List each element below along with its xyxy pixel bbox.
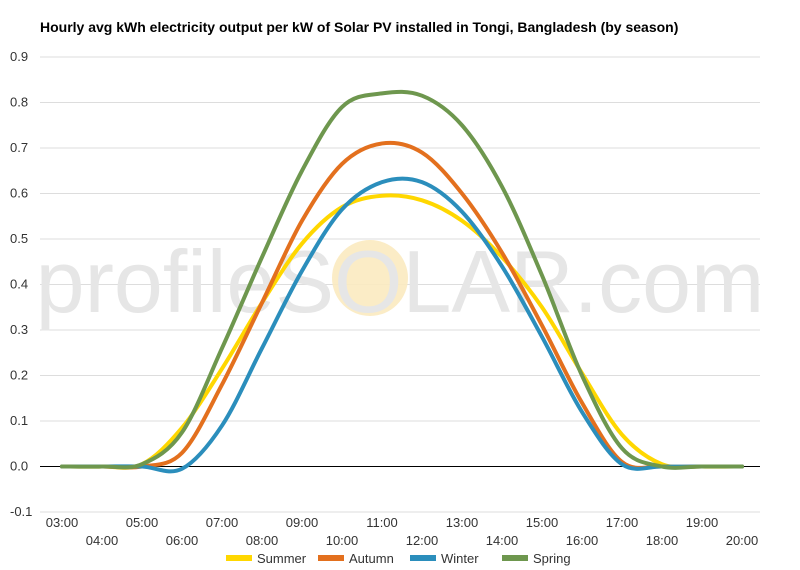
y-tick-label: 0.9 [10, 49, 28, 64]
x-tick-label: 08:00 [246, 533, 279, 548]
legend-swatch-summer [226, 555, 252, 561]
x-tick-label: 03:00 [46, 515, 79, 530]
series-line-winter [60, 176, 744, 474]
x-tick-label: 07:00 [206, 515, 239, 530]
x-tick-label: 18:00 [646, 533, 679, 548]
x-tick-label: 05:00 [126, 515, 159, 530]
x-tick-label: 12:00 [406, 533, 439, 548]
y-tick-label: 0.7 [10, 140, 28, 155]
x-tick-label: 13:00 [446, 515, 479, 530]
legend-label-summer: Summer [257, 551, 307, 566]
legend-swatch-spring [502, 555, 528, 561]
legend-label-autumn: Autumn [349, 551, 394, 566]
x-tick-label: 04:00 [86, 533, 119, 548]
y-tick-label: 0.2 [10, 368, 28, 383]
x-tick-label: 20:00 [726, 533, 759, 548]
y-tick-label: 0.5 [10, 231, 28, 246]
y-tick-label: 0.6 [10, 186, 28, 201]
legend-swatch-autumn [318, 555, 344, 561]
watermark-text: profileSOLAR.com [36, 232, 765, 331]
x-tick-label: 09:00 [286, 515, 319, 530]
x-tick-label: 14:00 [486, 533, 519, 548]
legend: Summer Autumn Winter Spring [226, 551, 571, 566]
x-tick-label: 06:00 [166, 533, 199, 548]
y-tick-label: 0.4 [10, 277, 28, 292]
legend-swatch-winter [410, 555, 436, 561]
x-tick-label: 11:00 [366, 515, 398, 530]
y-tick-label: 0.1 [10, 413, 28, 428]
watermark-sun-icon [332, 240, 408, 316]
y-tick-label: -0.1 [10, 504, 32, 519]
chart-title: Hourly avg kWh electricity output per kW… [40, 19, 679, 35]
x-tick-label: 16:00 [566, 533, 599, 548]
series-line-summer [60, 193, 744, 470]
x-tick-label: 15:00 [526, 515, 559, 530]
y-tick-label: 0.3 [10, 322, 28, 337]
legend-label-spring: Spring [533, 551, 571, 566]
x-tick-label: 10:00 [326, 533, 359, 548]
y-tick-label: 0.8 [10, 95, 28, 110]
series-line-spring [60, 89, 744, 470]
x-tick-label: 17:00 [606, 515, 639, 530]
y-tick-label: 0.0 [10, 459, 28, 474]
watermark: profileSOLAR.com [36, 232, 765, 331]
x-tick-label: 19:00 [686, 515, 719, 530]
legend-label-winter: Winter [441, 551, 479, 566]
